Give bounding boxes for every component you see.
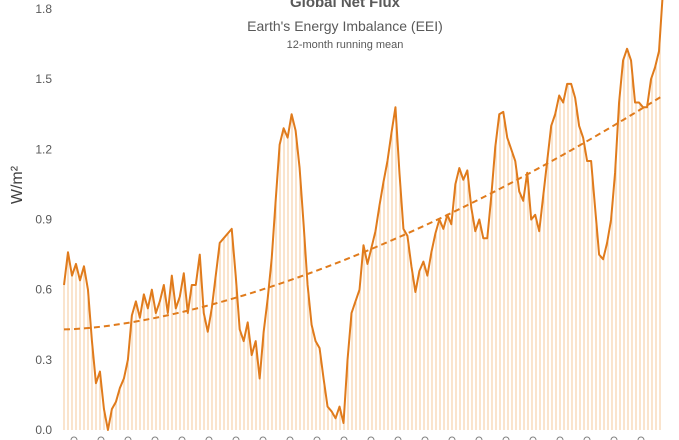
x-tick-mark — [394, 436, 402, 440]
bar-layer — [63, 35, 661, 440]
y-tick-label: 1.5 — [35, 72, 52, 86]
x-tick-mark — [583, 436, 591, 440]
x-tick-mark — [205, 436, 213, 440]
y-axis: 0.0 0.3 0.6 0.9 1.2 1.5 1.8 — [35, 2, 52, 437]
y-tick-label: 0.6 — [35, 283, 52, 297]
series-layer — [63, 0, 664, 431]
x-tick-mark — [610, 436, 618, 440]
x-tick-mark — [286, 436, 294, 440]
x-tick-mark — [313, 436, 321, 440]
y-tick-label: 1.2 — [35, 142, 52, 156]
x-tick-mark — [340, 436, 348, 440]
y-tick-label: 0.9 — [35, 213, 52, 227]
x-tick-mark — [178, 436, 186, 440]
x-tick-mark — [151, 436, 159, 440]
x-tick-mark — [367, 436, 375, 440]
x-tick-mark — [637, 436, 645, 440]
y-tick-label: 0.0 — [35, 423, 52, 437]
x-tick-mark — [70, 436, 78, 440]
chart-note: 12-month running mean — [287, 39, 404, 51]
x-tick-mark — [448, 436, 456, 440]
chart-subtitle: Earth's Energy Imbalance (EEI) — [247, 18, 443, 34]
series-line — [63, 0, 664, 431]
x-tick-mark — [259, 436, 267, 440]
x-tick-mark — [232, 436, 240, 440]
x-tick-mark — [529, 436, 537, 440]
x-tick-mark — [421, 436, 429, 440]
x-tick-mark — [475, 436, 483, 440]
y-tick-label: 0.3 — [35, 353, 52, 367]
x-tick-mark — [502, 436, 510, 440]
x-tick-mark — [556, 436, 564, 440]
y-tick-label: 1.8 — [35, 2, 52, 16]
x-tick-mark — [97, 436, 105, 440]
chart-title: Global Net Flux — [290, 0, 401, 11]
y-axis-label: W/m² — [9, 165, 26, 204]
x-tick-mark — [124, 436, 132, 440]
